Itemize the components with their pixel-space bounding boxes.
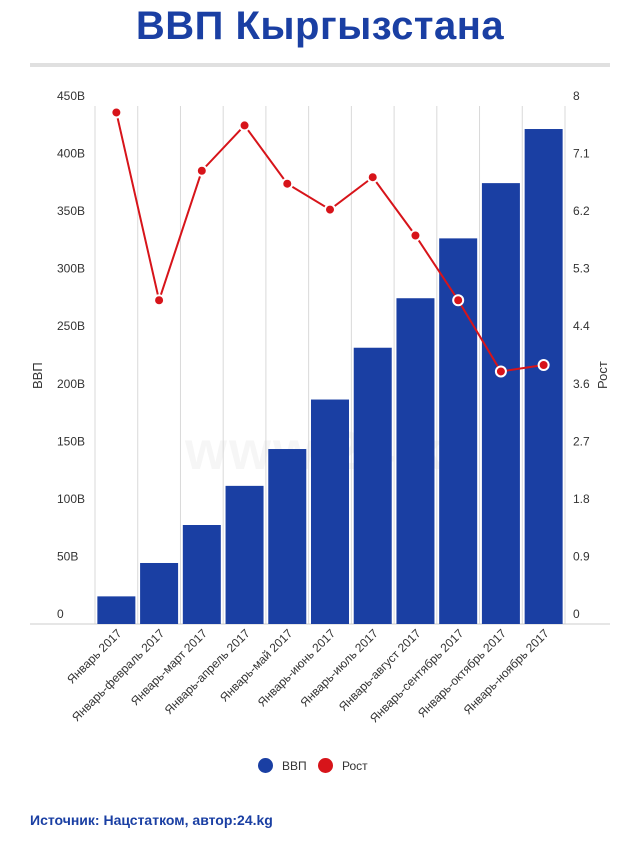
growth-point xyxy=(537,359,550,371)
y-left-tick-label: 100B xyxy=(57,492,85,506)
gdp-chart: 0 50B 100B 150B 200B 250B 300B 350B 400B 450B 0 0.9… xyxy=(30,89,610,725)
x-tick-label: Январь-июнь 2017 xyxy=(255,626,338,709)
growth-point xyxy=(494,365,507,378)
y-left-tick-label: 450B xyxy=(57,89,85,103)
bar xyxy=(182,525,221,624)
legend-swatch-growth xyxy=(318,758,333,773)
y-right-tick-label: 1.8 xyxy=(573,492,590,506)
legend-item-growth[interactable]: Рост xyxy=(318,758,368,773)
legend-swatch-gdp xyxy=(258,758,273,773)
bar xyxy=(481,183,520,624)
bar xyxy=(311,399,349,624)
source-note: Источник: Нацстатком, автор:24.kg xyxy=(30,812,273,828)
y-left-tick-label: 350B xyxy=(57,204,85,218)
bar xyxy=(353,347,392,624)
title-divider xyxy=(30,63,610,67)
growth-point xyxy=(366,171,379,184)
y-right-tick-label: 6.2 xyxy=(573,204,590,218)
growth-point xyxy=(324,203,336,216)
bar xyxy=(268,449,307,624)
y-right-axis-title: Рост xyxy=(595,361,610,389)
growth-point xyxy=(409,229,422,242)
y-left-tick-label: 50B xyxy=(57,549,78,563)
bar xyxy=(396,298,435,624)
y-right-tick-label: 2.7 xyxy=(573,434,590,448)
y-right-tick-label: 0.9 xyxy=(573,549,590,563)
growth-point xyxy=(110,106,123,119)
y-right-tick-label: 4.4 xyxy=(573,319,590,333)
x-tick-label: Январь-ноябрь 2017 xyxy=(461,626,552,717)
growth-point xyxy=(452,294,465,307)
y-left-tick-label: 400B xyxy=(57,147,85,161)
y-left-tick-label: 150B xyxy=(57,434,85,448)
growth-point xyxy=(153,294,166,307)
growth-point xyxy=(281,177,294,190)
bar xyxy=(225,485,264,624)
y-right-tick-label: 7.1 xyxy=(573,147,590,161)
x-tick-label: Январь-июль 2017 xyxy=(298,626,382,710)
legend-label-growth: Рост xyxy=(342,758,368,773)
x-tick-label: Январь-май 2017 xyxy=(217,626,296,705)
x-tick-label: Январь-март 2017 xyxy=(128,626,210,708)
legend: ВВП Рост xyxy=(0,758,640,782)
y-right-tick-label: 3.6 xyxy=(573,377,590,391)
bar xyxy=(524,129,563,624)
y-right-tick-label: 5.3 xyxy=(573,262,590,276)
y-left-axis-title: ВВП xyxy=(30,362,45,389)
legend-label-gdp: ВВП xyxy=(282,758,307,773)
chart-title: ВВП Кыргызстана xyxy=(135,4,505,48)
growth-point xyxy=(238,119,251,132)
y-left-tick-label: 250B xyxy=(57,319,85,333)
y-left-tick-label: 300B xyxy=(57,262,85,276)
bar xyxy=(140,562,179,624)
y-right-tick-label: 0 xyxy=(573,607,580,621)
legend-item-gdp[interactable]: ВВП xyxy=(258,758,307,773)
y-left-tick-label: 200B xyxy=(57,377,85,391)
x-tick-label: Январь-август 2017 xyxy=(336,626,424,714)
growth-point xyxy=(195,164,208,177)
growth-line xyxy=(110,106,550,378)
bars xyxy=(97,129,563,624)
y-right-tick-label: 8 xyxy=(573,89,580,103)
bar xyxy=(97,596,136,624)
y-left-tick-label: 0 xyxy=(57,607,64,621)
